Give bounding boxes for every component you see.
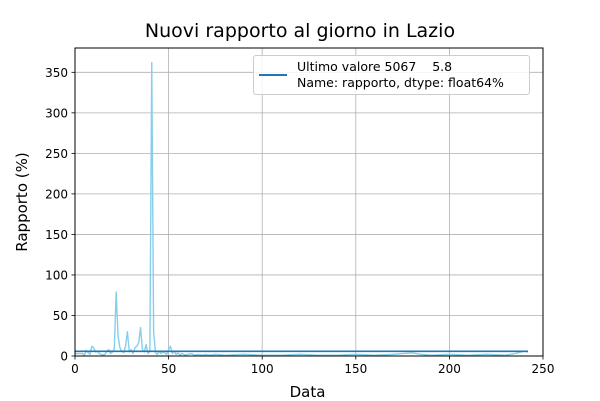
y-tick-label: 200 xyxy=(45,187,68,201)
y-tick-label: 350 xyxy=(45,66,68,80)
x-tick-label: 150 xyxy=(344,362,367,376)
y-axis-label: Rapporto (%) xyxy=(13,152,31,252)
legend-label-line1: Ultimo valore 5067 5.8 xyxy=(297,59,453,74)
legend-label: Ultimo valore 5067 5.8 Name: rapporto, d… xyxy=(297,59,504,91)
axis-ticks: 0 50 100 150 200 250 0 50 100 150 200 250 300 350 xyxy=(45,66,554,376)
y-tick-label: 250 xyxy=(45,147,68,161)
chart-title: Nuovi rapporto al giorno in Lazio xyxy=(144,20,456,42)
legend-label-line2: Name: rapporto, dtype: float64% xyxy=(297,75,504,90)
series-lines xyxy=(75,61,529,356)
y-tick-label: 100 xyxy=(45,268,68,282)
plot-frame xyxy=(74,47,544,357)
x-axis-label: Data xyxy=(289,383,326,401)
x-tick-label: 200 xyxy=(438,362,461,376)
x-tick-label: 50 xyxy=(161,362,176,376)
y-tick-label: 0 xyxy=(60,350,68,364)
series-line-daily-ratio xyxy=(75,61,529,356)
y-tick-label: 150 xyxy=(45,228,68,242)
legend: Ultimo valore 5067 5.8 Name: rapporto, d… xyxy=(253,55,530,95)
legend-line-swatch xyxy=(259,74,287,76)
y-tick-label: 50 xyxy=(53,309,68,323)
y-tick-label: 300 xyxy=(45,106,68,120)
x-tick-label: 100 xyxy=(251,362,274,376)
x-tick-label: 0 xyxy=(71,362,79,376)
x-tick-label: 250 xyxy=(532,362,555,376)
